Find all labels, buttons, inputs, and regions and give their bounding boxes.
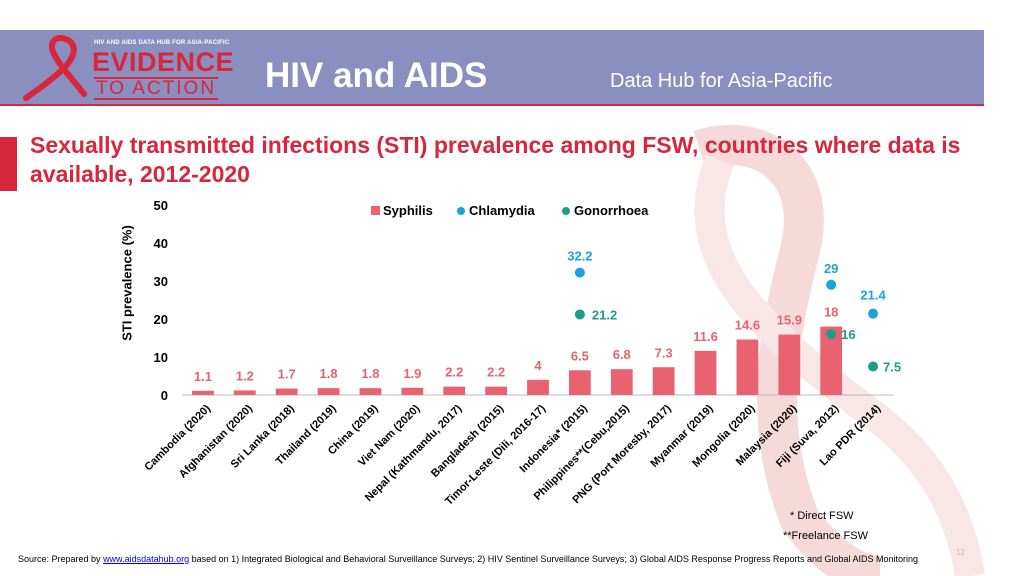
syphilis-data-label: 1.7: [278, 367, 296, 382]
y-tick-label: 30: [154, 274, 168, 289]
chlamydia-data-label: 21.4: [860, 288, 886, 303]
chlamydia-point: [574, 267, 585, 278]
logo: HIV AND AIDS DATA HUB FOR ASIA-PACIFIC E…: [18, 32, 242, 102]
syphilis-bar: [820, 326, 843, 395]
logo-to-action: TO ACTION: [94, 77, 219, 100]
page-number: 12: [956, 548, 965, 557]
syphilis-bar: [736, 339, 759, 395]
y-tick-label: 40: [154, 236, 168, 251]
x-tick-label: Afghanistan (2020): [177, 402, 255, 480]
logo-evidence: EVIDENCE: [92, 47, 235, 77]
source-suffix: based on 1) Integrated Biological and Be…: [189, 554, 919, 564]
syphilis-bar: [485, 386, 508, 395]
syphilis-bar: [652, 367, 675, 395]
chlamydia-data-label: 32.2: [567, 249, 592, 264]
gonorrhoea-data-label: 21.2: [592, 307, 617, 322]
hub-subtitle: Data Hub for Asia-Pacific: [610, 70, 833, 92]
syphilis-data-label: 7.3: [655, 345, 673, 360]
syphilis-data-label: 2.2: [487, 365, 505, 380]
syphilis-data-label: 18: [824, 305, 838, 320]
syphilis-data-label: 6.5: [571, 348, 589, 363]
syphilis-data-label: 1.1: [194, 369, 212, 384]
source-prefix: Source: Prepared by: [18, 554, 104, 564]
gonorrhoea-data-label: 16: [841, 327, 855, 342]
syphilis-bar: [401, 387, 424, 395]
top-strip: [0, 0, 1024, 30]
syphilis-bar: [443, 386, 466, 395]
chlamydia-point: [826, 279, 837, 290]
gonorrhoea-data-label: 7.5: [883, 360, 901, 375]
syphilis-data-label: 1.2: [236, 368, 254, 383]
legend-swatch-gonorrhoea: [562, 207, 570, 215]
legend-label: Gonorrhoea: [574, 203, 649, 218]
syphilis-bar: [694, 350, 717, 395]
syphilis-bar: [778, 334, 801, 395]
syphilis-bar: [317, 388, 340, 395]
legend-swatch-chlamydia: [457, 207, 465, 215]
source-link[interactable]: www.aidsdatahub.org: [103, 554, 190, 564]
syphilis-bar: [233, 390, 256, 395]
note-direct-fsw: * Direct FSW: [790, 510, 854, 522]
legend-label: Chlamydia: [469, 203, 536, 218]
chlamydia-point: [868, 308, 879, 319]
syphilis-data-label: 14.6: [735, 318, 760, 333]
slide-title: Sexually transmitted infections (STI) pr…: [30, 132, 961, 187]
syphilis-data-label: 2.2: [445, 365, 463, 380]
syphilis-data-label: 1.8: [320, 366, 338, 381]
x-tick-label: Bangladesh (2015): [429, 402, 506, 479]
logo-tagline: HIV AND AIDS DATA HUB FOR ASIA-PACIFIC: [94, 40, 230, 46]
syphilis-data-label: 6.8: [613, 347, 631, 362]
note-freelance-fsw: **Freelance FSW: [783, 530, 868, 542]
title-accent-bar: [0, 137, 17, 191]
syphilis-data-label: 15.9: [777, 313, 802, 328]
y-tick-label: 0: [161, 388, 168, 403]
syphilis-data-label: 4: [534, 358, 542, 373]
hub-title: HIV and AIDS: [265, 56, 488, 95]
syphilis-bar: [192, 390, 214, 395]
y-tick-label: 10: [154, 350, 168, 365]
syphilis-data-label: 1.8: [361, 366, 379, 381]
syphilis-bar: [610, 369, 633, 395]
y-tick-label: 50: [154, 198, 168, 213]
syphilis-bar: [527, 379, 549, 395]
syphilis-bar: [568, 370, 591, 395]
syphilis-data-label: 1.9: [403, 366, 421, 381]
syphilis-bar: [275, 388, 298, 395]
syphilis-data-label: 11.6: [693, 329, 718, 344]
source-text: Source: Prepared by www.aidsdatahub.org …: [18, 554, 918, 564]
legend-swatch-syphilis: [371, 206, 380, 215]
header-divider: [0, 104, 984, 106]
legend-label: Syphilis: [383, 203, 433, 218]
gonorrhoea-point: [868, 361, 879, 372]
gonorrhoea-point: [826, 329, 837, 340]
header-bar: [0, 30, 984, 104]
red-ribbon-icon: [23, 34, 87, 101]
chlamydia-data-label: 29: [824, 261, 838, 276]
y-tick-label: 20: [154, 312, 168, 327]
syphilis-bar: [359, 388, 382, 395]
gonorrhoea-point: [574, 309, 585, 320]
